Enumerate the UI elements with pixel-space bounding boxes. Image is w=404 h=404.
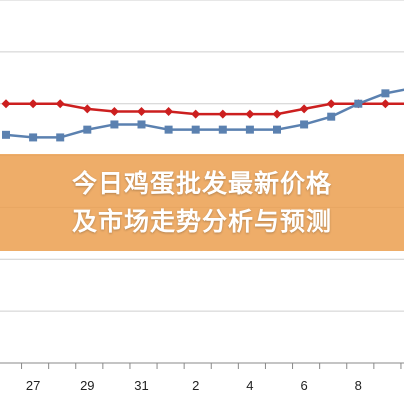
- data-point: [245, 109, 255, 119]
- data-point: [326, 99, 336, 109]
- data-point: [109, 106, 119, 116]
- series-group: [1, 88, 404, 142]
- x-axis: [0, 362, 404, 369]
- headline-banner: 今日鸡蛋批发最新价格 及市场走势分析与预测: [0, 154, 404, 251]
- data-point: [381, 89, 390, 98]
- data-point: [218, 109, 228, 119]
- data-point: [191, 125, 200, 134]
- series-2: [2, 88, 404, 142]
- banner-line-1: 今日鸡蛋批发最新价格: [71, 168, 332, 198]
- data-point: [273, 125, 281, 134]
- data-point: [82, 104, 92, 114]
- data-point: [380, 99, 390, 109]
- banner-line-2: 及市场走势分析与预测: [71, 206, 332, 236]
- data-point: [299, 104, 309, 114]
- data-point: [2, 130, 10, 139]
- data-point: [191, 109, 201, 119]
- x-tick-labels: 27 29 31 2 4 6 8: [26, 378, 362, 393]
- data-point: [272, 109, 282, 119]
- data-point: [137, 120, 146, 129]
- data-point: [354, 99, 363, 108]
- data-point: [218, 125, 227, 134]
- data-point: [56, 133, 65, 142]
- x-tick-label: 31: [134, 378, 148, 393]
- data-point: [164, 106, 174, 116]
- x-tick-label: 6: [300, 378, 307, 393]
- data-point: [83, 125, 92, 134]
- data-point: [245, 125, 254, 134]
- x-tick-label: 29: [80, 378, 94, 393]
- x-tick-label: 27: [26, 378, 40, 393]
- data-point: [300, 120, 309, 129]
- series-1: [1, 99, 404, 119]
- data-point: [327, 112, 336, 121]
- data-point: [164, 125, 173, 134]
- x-tick-label: 8: [355, 378, 362, 393]
- data-point: [110, 120, 119, 129]
- x-tick-label: 4: [246, 378, 253, 393]
- data-point: [137, 106, 146, 116]
- series-line: [6, 102, 404, 116]
- series-line: [5, 88, 404, 139]
- data-point: [1, 99, 11, 109]
- data-point: [28, 99, 38, 109]
- data-point: [55, 99, 65, 109]
- data-point: [29, 133, 38, 142]
- x-tick-label: 2: [192, 378, 199, 393]
